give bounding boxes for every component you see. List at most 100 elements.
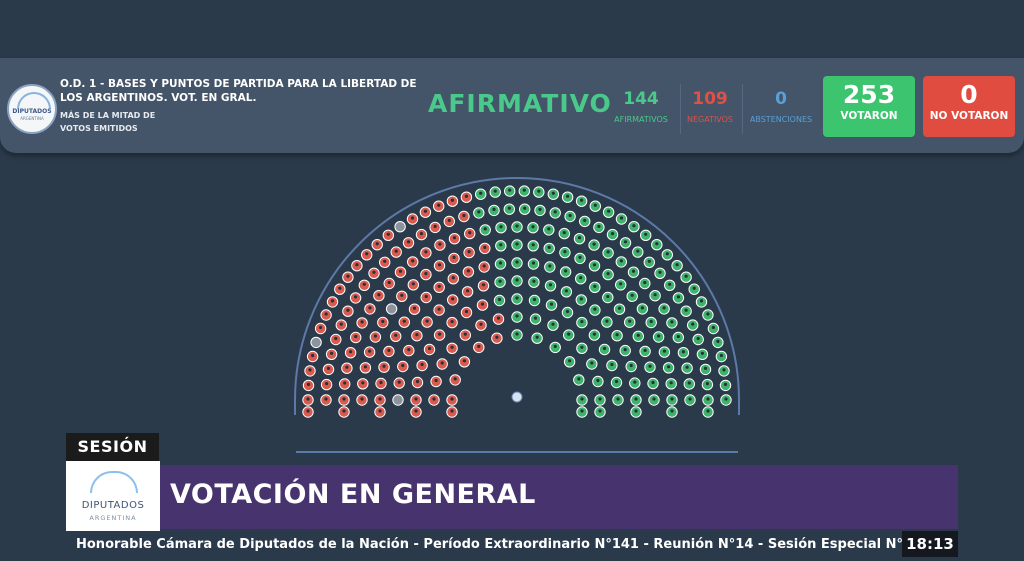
seat-avatar-icon	[706, 397, 710, 401]
seat-avatar-icon	[386, 232, 390, 236]
seat-avatar-icon	[669, 381, 673, 385]
seat-avatar-icon	[387, 280, 391, 285]
seat-avatar-icon	[623, 240, 628, 244]
seat-avatar-icon	[311, 353, 315, 358]
seat-avatar-icon	[616, 397, 620, 401]
seat-avatar-icon	[687, 381, 691, 385]
seat-avatar-icon	[372, 270, 376, 274]
seat-avatar-icon	[406, 240, 411, 244]
negativos-count: 109 NEGATIVOS	[680, 89, 740, 124]
seat-avatar-icon	[696, 336, 700, 341]
seat-avatar-icon	[592, 332, 597, 336]
seat-avatar-icon	[450, 345, 454, 349]
seat-avatar-icon	[577, 236, 582, 240]
seat-avatar-icon	[496, 316, 501, 320]
seat-avatar-icon	[349, 350, 353, 354]
seat-avatar-icon	[605, 319, 609, 323]
seat-avatar-icon	[590, 361, 594, 365]
seat-avatar-icon	[362, 282, 366, 286]
logo-title: DIPUTADOS	[12, 108, 52, 115]
seat-avatar-icon	[579, 297, 583, 301]
seat-avatar-icon	[619, 216, 624, 220]
seat-avatar-icon	[427, 346, 432, 351]
seat-avatar-icon	[450, 397, 454, 401]
seat-avatar-icon	[508, 188, 512, 192]
seat-avatar-icon	[343, 381, 347, 385]
seat-avatar-icon	[583, 218, 587, 222]
seat-avatar-icon	[562, 231, 566, 235]
seat-avatar-icon	[432, 397, 436, 401]
seat-avatar-icon	[653, 293, 657, 297]
banner-title: VOTACIÓN EN GENERAL	[170, 479, 536, 510]
seat-avatar-icon	[565, 309, 570, 314]
seat-avatar-icon	[531, 225, 535, 229]
seat-avatar-icon	[451, 276, 455, 280]
abstenciones-count: 0 ABSTENCIONES	[744, 89, 818, 124]
seat-avatar-icon	[375, 242, 379, 246]
afirmativos-value: 144	[623, 89, 659, 109]
seat-avatar-icon	[577, 377, 581, 381]
seat-avatar-icon	[306, 397, 310, 401]
seat-avatar-icon	[477, 344, 481, 348]
seat-avatar-icon	[363, 365, 367, 369]
seat-avatar-icon	[692, 286, 696, 290]
seat-avatar-icon	[684, 308, 688, 312]
vote-result: AFIRMATIVO	[428, 89, 612, 118]
seat-avatar-icon	[665, 252, 669, 256]
seat-avatar-icon	[592, 242, 596, 246]
votaron-value: 253	[842, 80, 896, 109]
seat-avatar-icon	[699, 299, 704, 303]
seat-avatar-icon	[634, 397, 638, 401]
seat-empty	[385, 303, 398, 315]
seat-avatar-icon	[453, 377, 457, 381]
seat-avatar-icon	[610, 362, 614, 367]
seat-avatar-icon	[628, 319, 632, 323]
seat-avatar-icon	[414, 409, 418, 413]
seat-avatar-icon	[596, 378, 600, 383]
seat-avatar-icon	[398, 269, 403, 273]
seat-avatar-icon	[549, 302, 554, 306]
seat-avatar-icon	[547, 227, 551, 231]
seat-avatar-icon	[532, 297, 537, 302]
seat-avatar-icon	[593, 307, 597, 311]
seat-avatar-icon	[365, 252, 369, 256]
seat-avatar-icon	[378, 409, 382, 413]
seat-avatar-icon	[706, 409, 710, 413]
seat-avatar-icon	[668, 282, 672, 286]
seat-avatar-icon	[423, 209, 427, 213]
votaron-label: VOTARON	[840, 110, 898, 122]
seat-avatar-icon	[483, 245, 487, 249]
seat-avatar-icon	[378, 397, 382, 401]
seat-avatar-icon	[361, 381, 365, 385]
seat-avatar-icon	[675, 263, 679, 267]
divider	[742, 84, 743, 134]
seat-empty	[392, 394, 404, 406]
seat-avatar-icon	[507, 206, 511, 210]
seat-avatar-icon	[345, 365, 349, 369]
seat-avatar-icon	[424, 272, 428, 276]
seat-avatar-icon	[547, 245, 551, 249]
seat-avatar-icon	[338, 286, 342, 290]
seat-avatar-icon	[640, 306, 645, 310]
seat-avatar-icon	[438, 242, 442, 246]
no-votaron-label: NO VOTARON	[929, 110, 1009, 122]
seat-avatar-icon	[652, 397, 656, 401]
seat-avatar-icon	[368, 306, 372, 310]
seat-avatar-icon	[515, 314, 519, 318]
seat-avatar-icon	[703, 366, 708, 370]
seat-avatar-icon	[383, 259, 387, 263]
seat-avatar-icon	[643, 280, 647, 285]
seat-avatar-icon	[306, 382, 311, 386]
seat-avatar-icon	[424, 250, 428, 254]
seat-avatar-icon	[381, 319, 385, 324]
broadcast-clock: 18:13	[902, 531, 958, 557]
vote-title: O.D. 1 - BASES Y PUNTOS DE PARTIDA PARA …	[60, 78, 417, 104]
seat-avatar-icon	[411, 259, 415, 263]
seat-avatar-icon	[437, 307, 441, 311]
seat-avatar-icon	[636, 333, 640, 337]
seat-avatar-icon	[346, 308, 350, 312]
afirmativos-label: AFIRMATIVOS	[614, 115, 668, 124]
seat-avatar-icon	[580, 345, 584, 349]
seat-avatar-icon	[651, 380, 655, 385]
seat-avatar-icon	[610, 232, 615, 236]
